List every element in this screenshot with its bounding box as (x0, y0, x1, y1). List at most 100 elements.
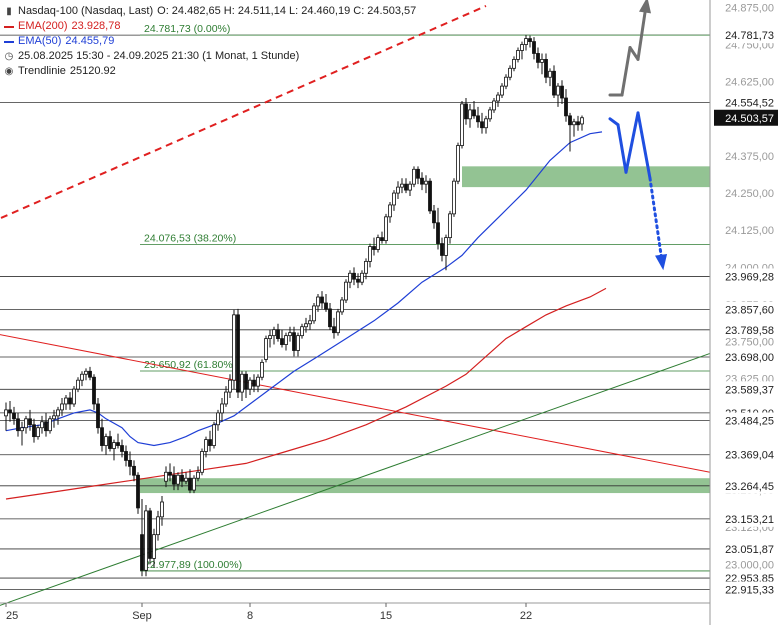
candle-body (228, 379, 232, 393)
candle-body (108, 436, 112, 449)
price-level-tag: 23.264,45 (725, 481, 774, 493)
dashed-trendline (0, 5, 487, 220)
fib-level-label: 24.076,53 (38.20%) (144, 233, 236, 245)
candle-body (568, 115, 572, 126)
candlesticks (4, 35, 584, 577)
candle-body (556, 85, 560, 96)
candle-body (260, 361, 264, 378)
scenario-down-segment (636, 111, 652, 180)
ohlc-readout: O: 24.482,65 H: 24.511,14 L: 24.460,19 C… (157, 5, 417, 17)
candle-body (304, 323, 308, 328)
candle-body (48, 418, 52, 432)
candle-body (168, 471, 172, 476)
candle-body (492, 100, 496, 111)
ema50-swatch (4, 40, 14, 43)
candle-body (328, 308, 332, 328)
candle-body (64, 397, 68, 405)
candle-body (272, 329, 276, 337)
ema200-line (5, 287, 607, 500)
candle-body (116, 442, 120, 446)
candle-body (380, 237, 384, 241)
candle-body (20, 427, 24, 432)
candle-body (576, 121, 580, 126)
candle-body (88, 370, 92, 378)
ema50-line (5, 131, 603, 447)
candle-body (372, 246, 376, 250)
price-level-tag: 23.698,00 (725, 352, 774, 364)
ema50-label: EMA(50) (18, 35, 62, 47)
candle-body (408, 183, 412, 191)
candle-body (532, 41, 536, 54)
y-tick-label: 24.625,00 (725, 77, 774, 89)
ema50-value: 24.455,79 (65, 35, 115, 47)
ema200-swatch (4, 25, 14, 28)
candle-body (536, 53, 540, 63)
scenario-up-segment (628, 46, 640, 61)
candle-body (512, 59, 516, 69)
candle-body (412, 168, 416, 185)
price-level-tag-bg (714, 412, 778, 429)
trendline-value: 25120.92 (69, 65, 116, 77)
candle-body (508, 67, 512, 78)
candle-body (40, 421, 44, 429)
candle-body (128, 459, 132, 467)
candle-body (528, 38, 532, 42)
candle-body (396, 186, 400, 194)
candle-body (76, 379, 80, 390)
candle-body (16, 418, 20, 432)
candle-body (152, 534, 156, 559)
price-level-tag: 23.051,87 (725, 544, 774, 556)
candle-body (552, 70, 556, 96)
scenario-down-arrowhead (655, 253, 668, 271)
candle-body (144, 510, 148, 571)
candle-body (460, 103, 464, 146)
legend-ema200: EMA(200) 23.928,78 (4, 19, 416, 34)
candle-body (564, 97, 568, 117)
trendline (0, 352, 711, 606)
candle-body (316, 296, 320, 307)
scenario-down-segment (648, 176, 664, 263)
price-level-tag: 23.789,58 (725, 325, 774, 337)
y-tick-label: 24.375,00 (725, 151, 774, 163)
candle-body (68, 397, 72, 405)
candle-body (484, 118, 488, 129)
candle-body (276, 329, 280, 340)
candle-body (176, 474, 180, 485)
candle-body (520, 44, 524, 51)
candle-body (456, 145, 460, 182)
candle-body (400, 183, 404, 188)
candle-body (8, 409, 12, 414)
candle-body (516, 50, 520, 60)
legend-trendline: ◉ Trendlinie 25120.92 (4, 64, 416, 79)
candle-body (352, 272, 356, 280)
price-level-tag: 23.969,28 (725, 271, 774, 283)
candle-body (448, 213, 452, 239)
price-level-tag-bg (714, 321, 778, 338)
candle-body (440, 243, 444, 256)
candle-body (284, 335, 288, 345)
candle-body (432, 210, 436, 224)
candle-body (444, 237, 448, 256)
candle-body (140, 534, 144, 571)
scenario-down-segment (616, 123, 628, 174)
price-level-tag-bg (714, 540, 778, 557)
candle-body (4, 409, 8, 417)
ema200-value: 23.928,78 (71, 20, 121, 32)
candle-body (60, 403, 64, 411)
x-tick-label: 25 (6, 610, 18, 622)
candle-body (208, 439, 212, 446)
candle-body (424, 180, 428, 185)
candle-body (324, 302, 328, 310)
price-level-tag: 24.554,52 (725, 98, 774, 110)
candle-body (336, 311, 340, 334)
time-axis: 25 Sep 8 15 22 (0, 602, 710, 622)
candle-body (420, 177, 424, 185)
candle-body (356, 278, 360, 283)
candle-body (416, 168, 420, 179)
price-level-tag: 24.781,73 (725, 30, 774, 42)
scenario-arrows (608, 0, 668, 271)
candle-body (136, 474, 140, 509)
candle-body (92, 376, 96, 405)
candle-body (472, 109, 476, 117)
